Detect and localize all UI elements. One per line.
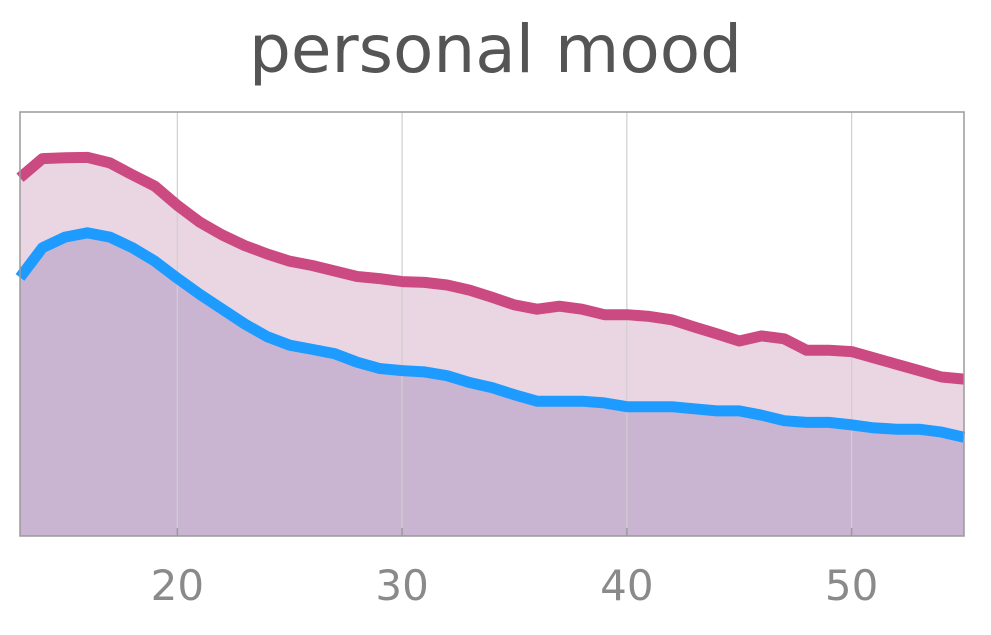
grid-lines bbox=[176, 112, 853, 536]
upper-series-line bbox=[16, 151, 965, 385]
lower-area-fill bbox=[20, 232, 964, 537]
x-tick-label-30: 30 bbox=[375, 561, 428, 610]
lower-series-line bbox=[15, 227, 966, 443]
plot-frame bbox=[19, 111, 965, 537]
x-tick-label-40: 40 bbox=[600, 561, 653, 610]
plot-area bbox=[15, 111, 966, 537]
x-axis-ticks: 20 30 40 50 bbox=[151, 528, 878, 610]
chart-title: personal mood bbox=[249, 11, 742, 88]
x-tick-label-20: 20 bbox=[151, 561, 204, 610]
x-tick-label-50: 50 bbox=[825, 561, 878, 610]
